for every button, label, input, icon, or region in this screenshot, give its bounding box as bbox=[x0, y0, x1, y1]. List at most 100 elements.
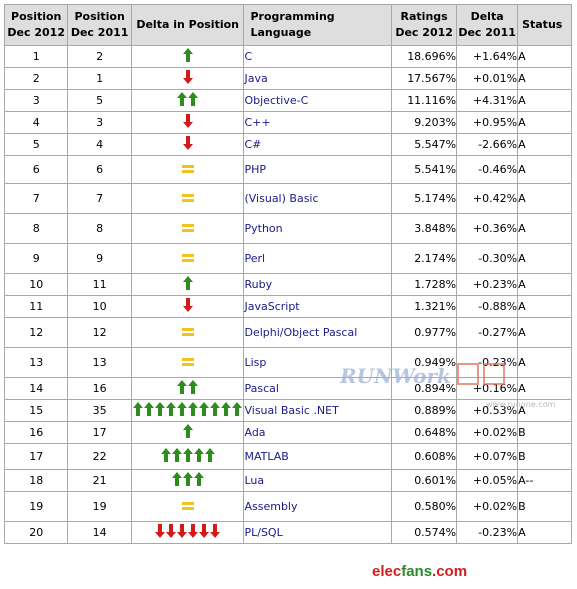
cell-delta: -0.88% bbox=[456, 295, 519, 318]
arrow-up-icon bbox=[193, 472, 204, 486]
cell-delta-position bbox=[130, 67, 245, 90]
cell-status: A bbox=[517, 67, 572, 90]
cell-status: A bbox=[517, 243, 572, 274]
delta-indicator bbox=[177, 380, 199, 394]
cell-delta-position bbox=[130, 295, 245, 318]
cell-language[interactable]: MATLAB bbox=[243, 443, 393, 470]
cell-delta-position bbox=[130, 213, 245, 244]
table-row: 18 21 Lua 0.601% +0.05% A-- bbox=[3, 469, 572, 492]
arrow-down-icon bbox=[177, 524, 188, 538]
delta-indicator bbox=[181, 502, 194, 510]
cell-rating: 0.648% bbox=[391, 421, 458, 444]
table-row: 20 14 PL/SQL 0.574% -0.23% A bbox=[3, 521, 572, 544]
equal-icon bbox=[181, 358, 194, 366]
cell-delta: -0.23% bbox=[456, 347, 519, 378]
cell-status: B bbox=[517, 421, 572, 444]
arrow-up-icon bbox=[204, 448, 215, 462]
cell-status: A-- bbox=[517, 469, 572, 492]
header-language: Programming Language bbox=[243, 4, 393, 46]
arrow-up-icon bbox=[155, 402, 166, 416]
delta-indicator bbox=[181, 328, 194, 336]
cell-delta: +0.36% bbox=[456, 213, 519, 244]
arrow-down-icon bbox=[155, 524, 166, 538]
arrow-up-icon bbox=[232, 402, 243, 416]
cell-language[interactable]: C++ bbox=[243, 111, 393, 134]
cell-language[interactable]: C# bbox=[243, 133, 393, 156]
cell-delta: +0.95% bbox=[456, 111, 519, 134]
delta-indicator bbox=[182, 48, 193, 62]
cell-rating: 0.949% bbox=[391, 347, 458, 378]
arrow-down-icon bbox=[199, 524, 210, 538]
table-row: 11 10 JavaScript 1.321% -0.88% A bbox=[3, 295, 572, 318]
delta-indicator bbox=[160, 448, 215, 462]
cell-rating: 0.601% bbox=[391, 469, 458, 492]
cell-position-2012: 19 bbox=[3, 491, 69, 522]
cell-delta-position bbox=[130, 155, 245, 184]
equal-icon bbox=[181, 328, 194, 336]
cell-language[interactable]: Visual Basic .NET bbox=[243, 399, 393, 422]
runwork-watermark: RUNWork bbox=[340, 364, 451, 388]
cell-rating: 1.728% bbox=[391, 273, 458, 296]
delta-indicator bbox=[181, 194, 194, 202]
cell-language[interactable]: PL/SQL bbox=[243, 521, 393, 544]
delta-indicator bbox=[155, 524, 221, 538]
cell-language[interactable]: PHP bbox=[243, 155, 393, 184]
cell-position-2012: 10 bbox=[3, 273, 69, 296]
cell-position-2011: 8 bbox=[67, 213, 132, 244]
cell-position-2011: 17 bbox=[67, 421, 132, 444]
equal-icon bbox=[181, 502, 194, 510]
delta-indicator bbox=[182, 114, 193, 128]
cell-language[interactable]: Python bbox=[243, 213, 393, 244]
cell-delta-position bbox=[130, 317, 245, 348]
equal-icon bbox=[181, 194, 194, 202]
cell-language[interactable]: Java bbox=[243, 67, 393, 90]
cell-position-2011: 11 bbox=[67, 273, 132, 296]
table-row: 12 12 Delphi/Object Pascal 0.977% -0.27% A bbox=[3, 317, 572, 348]
table-row: 17 22 MATLAB 0.608% +0.07% B bbox=[3, 443, 572, 470]
arrow-up-icon bbox=[182, 448, 193, 462]
cell-position-2011: 3 bbox=[67, 111, 132, 134]
cell-position-2011: 10 bbox=[67, 295, 132, 318]
cell-language[interactable]: JavaScript bbox=[243, 295, 393, 318]
cell-delta-position bbox=[130, 183, 245, 214]
cell-language[interactable]: Delphi/Object Pascal bbox=[243, 317, 393, 348]
cell-rating: 17.567% bbox=[391, 67, 458, 90]
cell-position-2011: 19 bbox=[67, 491, 132, 522]
delta-indicator bbox=[133, 402, 243, 416]
table-row: 8 8 Python 3.848% +0.36% A bbox=[3, 213, 572, 244]
cell-delta: +0.02% bbox=[456, 491, 519, 522]
cell-rating: 18.696% bbox=[391, 45, 458, 68]
arrow-up-icon bbox=[166, 402, 177, 416]
cell-language[interactable]: Lua bbox=[243, 469, 393, 492]
cell-position-2011: 5 bbox=[67, 89, 132, 112]
cell-position-2012: 18 bbox=[3, 469, 69, 492]
header-position-2011: Position Dec 2011 bbox=[67, 4, 132, 46]
arrow-up-icon bbox=[199, 402, 210, 416]
cell-rating: 3.848% bbox=[391, 213, 458, 244]
cell-language[interactable]: Ruby bbox=[243, 273, 393, 296]
cell-language[interactable]: Assembly bbox=[243, 491, 393, 522]
cell-language[interactable]: Perl bbox=[243, 243, 393, 274]
cell-position-2011: 1 bbox=[67, 67, 132, 90]
cell-language[interactable]: Ada bbox=[243, 421, 393, 444]
cell-language[interactable]: C bbox=[243, 45, 393, 68]
cell-delta: -0.30% bbox=[456, 243, 519, 274]
cell-status: A bbox=[517, 89, 572, 112]
cell-delta-position bbox=[130, 273, 245, 296]
cell-position-2011: 14 bbox=[67, 521, 132, 544]
cell-delta-position bbox=[130, 89, 245, 112]
cell-language[interactable]: Objective-C bbox=[243, 89, 393, 112]
cell-language[interactable]: (Visual) Basic bbox=[243, 183, 393, 214]
table-row: 3 5 Objective-C 11.116% +4.31% A bbox=[3, 89, 572, 112]
delta-indicator bbox=[177, 92, 199, 106]
cell-delta: +0.53% bbox=[456, 399, 519, 422]
cell-rating: 0.608% bbox=[391, 443, 458, 470]
arrow-up-icon bbox=[182, 472, 193, 486]
arrow-up-icon bbox=[133, 402, 144, 416]
cell-position-2012: 14 bbox=[3, 377, 69, 400]
arrow-up-icon bbox=[188, 380, 199, 394]
equal-icon bbox=[181, 165, 194, 173]
cell-status: A bbox=[517, 317, 572, 348]
arrow-up-icon bbox=[210, 402, 221, 416]
cell-delta-position bbox=[130, 491, 245, 522]
